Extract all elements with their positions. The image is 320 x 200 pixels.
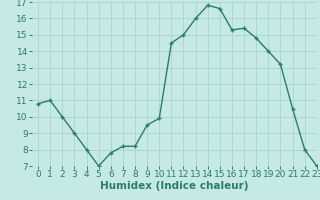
X-axis label: Humidex (Indice chaleur): Humidex (Indice chaleur): [100, 181, 249, 191]
